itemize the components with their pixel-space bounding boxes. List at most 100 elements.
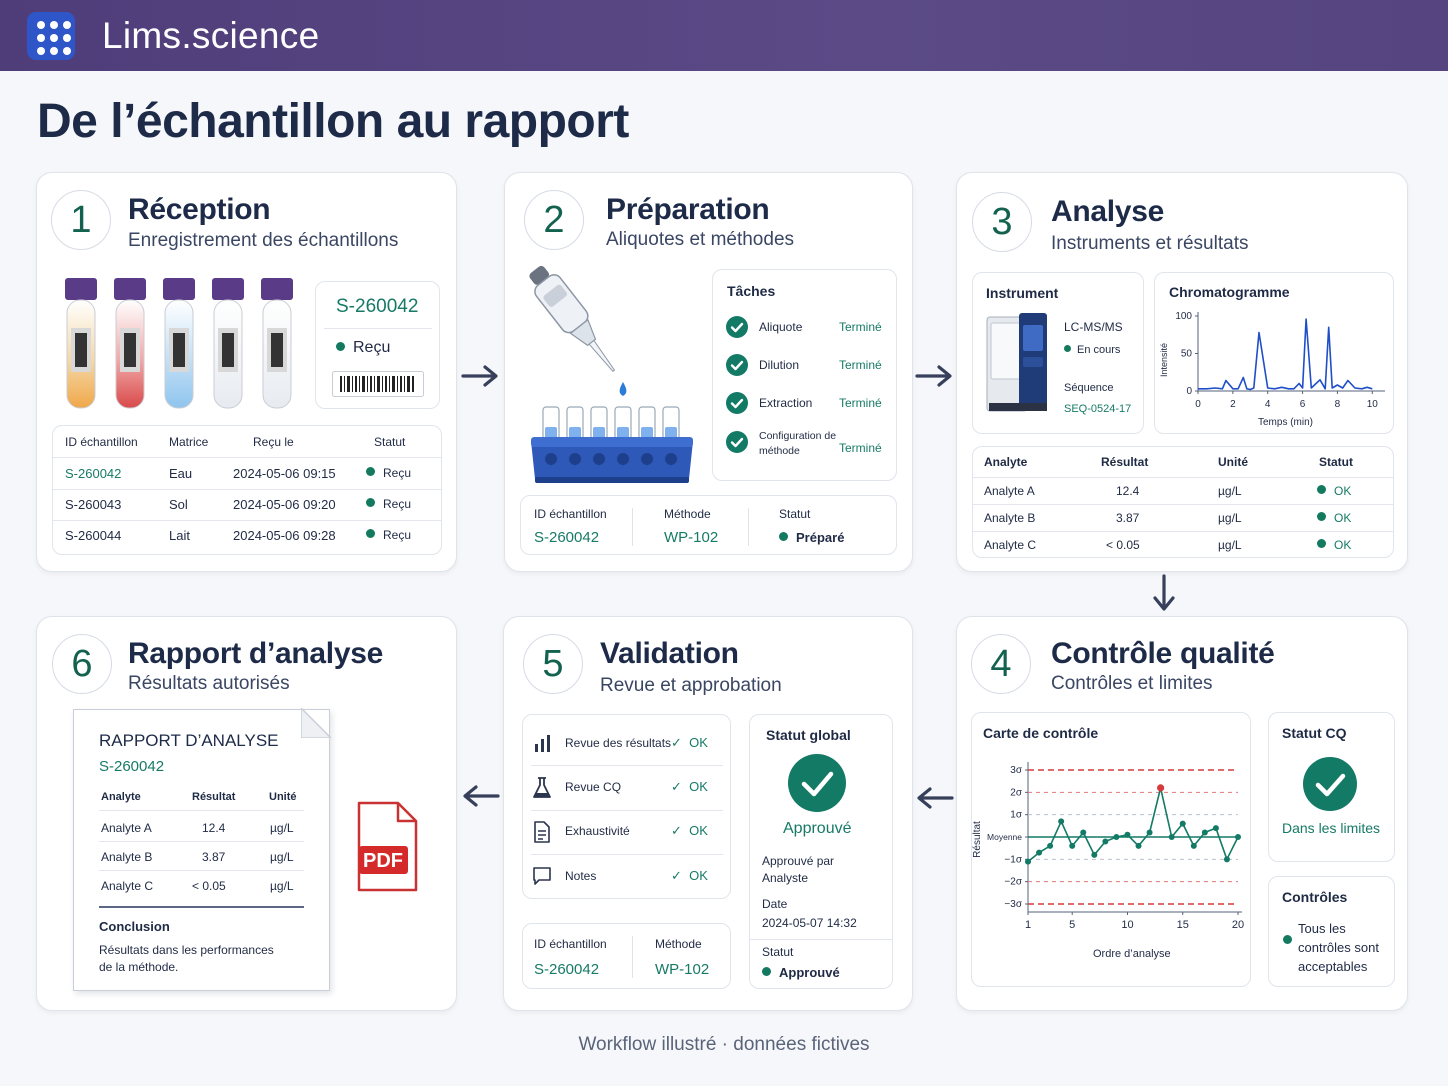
step-number: 4 <box>971 634 1031 694</box>
report-row-unit: µg/L <box>270 850 294 864</box>
control-point <box>1223 856 1230 863</box>
method-id[interactable]: WP-102 <box>664 529 719 546</box>
table-row-id[interactable]: S-260042 <box>65 466 122 481</box>
report-document[interactable]: RAPPORT D’ANALYSE S-260042 Analyte Résul… <box>73 708 331 991</box>
col-header-result: Résultat <box>1101 455 1149 469</box>
table-row-analyte: Analyte A <box>984 484 1035 498</box>
instrument-state: En cours <box>1064 344 1120 356</box>
report-col-result: Résultat <box>192 791 236 803</box>
controls-title: Contrôles <box>1282 889 1348 905</box>
table-row-id[interactable]: S-260044 <box>65 528 122 543</box>
instrument-title: Instrument <box>986 285 1059 301</box>
col-header-matrix: Matrice <box>169 435 209 449</box>
table-row-result: 12.4 <box>1116 484 1140 498</box>
table-row-status: Reçu <box>366 466 411 480</box>
results-table: Analyte Résultat Unité Statut Analyte A … <box>972 446 1394 558</box>
check-status: ✓ OK <box>671 779 708 794</box>
method-label: Méthode <box>655 937 702 951</box>
check-icon <box>726 431 748 453</box>
y-tick-label: 50 <box>1181 349 1193 360</box>
global-status-panel: Statut global Approuvé Approuvé par Anal… <box>749 714 893 989</box>
apps-grid-icon[interactable] <box>27 12 75 60</box>
controls-value: Tous les contrôles sont acceptables <box>1298 921 1379 974</box>
table-row-unit: µg/L <box>1218 484 1242 498</box>
col-header-status: Statut <box>374 435 406 449</box>
global-status-title: Statut global <box>766 727 851 743</box>
conclusion-line-2: de la méthode. <box>99 960 179 974</box>
sample-status: Reçu <box>336 339 390 357</box>
x-tick-label: 20 <box>1232 919 1244 931</box>
check-status: ✓ OK <box>671 735 708 750</box>
control-point <box>1113 834 1120 840</box>
card-subtitle: Résultats autorisés <box>128 673 290 694</box>
sample-id: S-260042 <box>336 296 419 317</box>
check-icon <box>726 316 748 338</box>
method-label: Méthode <box>664 507 711 521</box>
step-number: 2 <box>524 190 584 250</box>
task-status: Terminé <box>839 320 882 334</box>
sample-id[interactable]: S-260042 <box>534 961 600 978</box>
check-circle-icon <box>1303 757 1357 811</box>
control-chart-title: Carte de contrôle <box>983 725 1099 741</box>
approval-date: 2024-05-07 14:32 <box>762 916 857 930</box>
report-row-unit: µg/L <box>270 821 294 835</box>
pipette-icon <box>529 265 627 396</box>
col-header-analyte: Analyte <box>984 455 1028 469</box>
page-title: De l’échantillon au rapport <box>37 95 629 148</box>
card-title: Validation <box>600 637 739 670</box>
check-icon <box>726 392 748 414</box>
table-row-date: 2024-05-06 09:20 <box>233 497 336 512</box>
control-point <box>1124 831 1131 838</box>
control-point <box>1102 838 1109 845</box>
card-title: Préparation <box>606 193 770 226</box>
card-subtitle: Revue et approbation <box>600 675 782 696</box>
sample-rack-illustration <box>531 406 693 483</box>
table-row-matrix: Eau <box>169 466 193 481</box>
comment-icon <box>533 867 551 885</box>
report-row-analyte: Analyte B <box>101 850 153 864</box>
control-point <box>1058 818 1065 825</box>
card-reception: 1 Réception Enregistrement des échantill… <box>36 172 457 572</box>
arrow-left-icon <box>917 787 954 809</box>
control-point <box>1168 834 1175 840</box>
chromatogram-xlabel: Temps (min) <box>1258 417 1314 428</box>
card-quality-control: 4 Contrôle qualité Contrôles et limites … <box>956 616 1408 1011</box>
col-header-unit: Unité <box>1218 455 1248 469</box>
x-tick-label: 0 <box>1195 399 1201 410</box>
control-point <box>1212 825 1219 832</box>
step-number: 6 <box>52 634 112 694</box>
instrument-panel: Instrument LC-MS/MS En cours Séquence SE… <box>972 272 1144 434</box>
pdf-label: PDF <box>363 850 403 872</box>
report-row-result: 3.87 <box>202 850 226 864</box>
sequence-id[interactable]: SEQ-0524-17 <box>1064 403 1132 415</box>
task-status: Terminé <box>839 396 882 410</box>
check-label: Notes <box>565 869 597 883</box>
report-row-analyte: Analyte A <box>101 821 152 835</box>
app-header: Lims.science <box>0 0 1448 71</box>
check-status: ✓ OK <box>671 823 708 838</box>
table-row-id[interactable]: S-260043 <box>65 497 122 512</box>
control-point <box>1190 842 1197 849</box>
task-label: Aliquote <box>759 320 803 334</box>
conclusion-title: Conclusion <box>99 919 170 934</box>
brand-name[interactable]: Lims.science <box>102 15 320 56</box>
task-label: Configuration de méthode <box>759 430 837 457</box>
check-icon <box>726 354 748 376</box>
report-row-analyte: Analyte C <box>101 879 154 893</box>
preparation-info: ID échantillon S-260042 Méthode WP-102 S… <box>520 495 897 555</box>
checklist-panel: Revue des résultats ✓ OK Revue CQ ✓ OK E… <box>522 714 731 899</box>
report-row-result: < 0.05 <box>192 879 226 893</box>
x-tick-label: 1 <box>1025 919 1031 931</box>
control-point <box>1091 851 1098 858</box>
check-status: ✓ OK <box>671 868 708 883</box>
barcode-icon <box>332 371 424 397</box>
sample-id[interactable]: S-260042 <box>534 529 600 546</box>
table-row-analyte: Analyte B <box>984 511 1036 525</box>
task-status: Terminé <box>839 358 882 372</box>
method-id[interactable]: WP-102 <box>655 961 710 978</box>
sample-label-card: S-260042 Reçu <box>315 281 440 409</box>
control-point <box>1179 820 1186 827</box>
check-label: Exhaustivité <box>565 824 630 838</box>
pdf-file-icon[interactable]: PDF <box>356 801 418 893</box>
